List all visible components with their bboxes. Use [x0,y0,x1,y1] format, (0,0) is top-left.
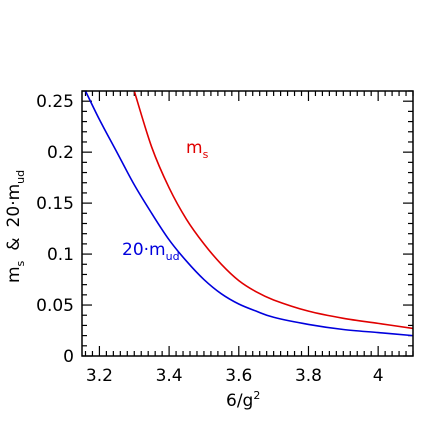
y-tick-label: 0.15 [36,194,74,214]
plot-frame [81,90,414,357]
x-axis-label: 6/g2 [226,389,260,411]
y-tick-label: 0.2 [47,143,74,163]
x-tick-label: 3.4 [156,366,183,386]
series-line-ms [133,91,413,330]
tick-labels: 3.2 3.4 3.6 3.8 4 0 0.05 0.1 0.15 0.2 0.25 [36,92,383,386]
x-tick-label: 3.6 [225,366,252,386]
y-tick-label: 0.25 [36,92,74,112]
x-tick-label: 4 [373,366,384,386]
x-tick-label: 3.8 [295,366,322,386]
series-label-ms: ms [186,138,209,161]
y-tick-label: 0.1 [47,245,74,265]
y-tick-label: 0.05 [36,296,74,316]
y-axis-label: ms&20·mud [4,170,27,283]
series-label-20mud: 20·mud [122,240,180,263]
x-tick-label: 3.2 [86,366,113,386]
y-tick-label: 0 [63,347,74,367]
series-lines [84,91,413,337]
series-line-20mud [84,91,413,337]
